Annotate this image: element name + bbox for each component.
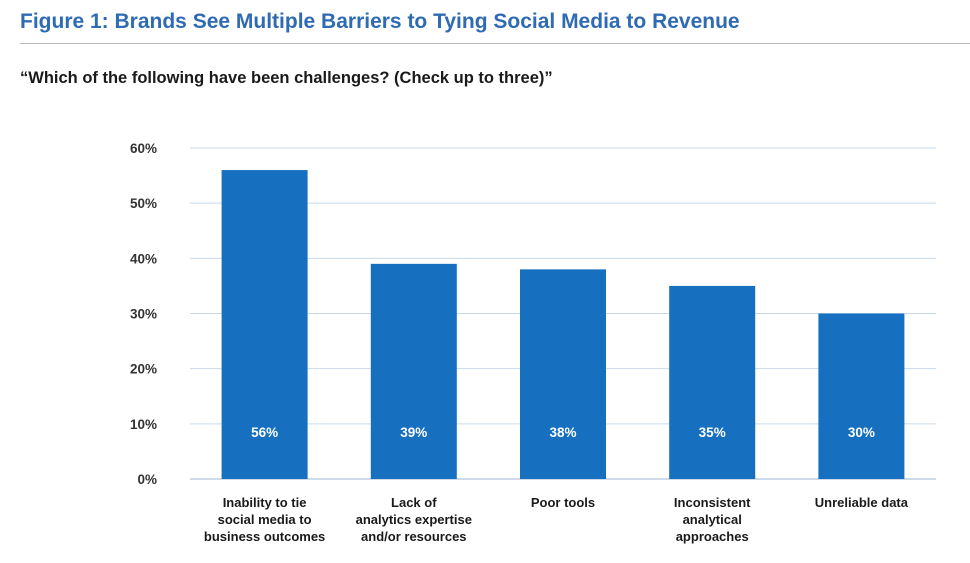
category-label-line: Lack of (391, 495, 437, 510)
y-tick-label: 60% (130, 141, 157, 156)
y-tick-label: 50% (130, 196, 157, 211)
category-label-line: Inconsistent (674, 495, 751, 510)
category-label-line: business outcomes (204, 529, 325, 544)
category-label-line: Inability to tie (223, 495, 307, 510)
category-label: Poor tools (531, 495, 595, 510)
bar (818, 313, 905, 479)
bar (370, 263, 457, 479)
bar (221, 170, 308, 480)
y-tick-label: 20% (130, 362, 157, 377)
bar (520, 269, 606, 479)
category-label: Lack of analytics expertise and/or resourc… (356, 495, 472, 544)
category-label-line: analytical (683, 512, 742, 527)
y-tick-label: 10% (130, 417, 157, 432)
title-divider (20, 43, 970, 44)
data-label: 39% (400, 425, 427, 440)
category-label-line: Poor tools (531, 495, 595, 510)
data-label: 38% (549, 425, 576, 440)
survey-question: “Which of the following have been challe… (20, 69, 553, 87)
figure-title: Figure 1: Brands See Multiple Barriers t… (20, 10, 740, 33)
category-label: Inability to tie social media to business … (204, 495, 325, 544)
data-label: 35% (699, 425, 726, 440)
category-label-line: Unreliable data (815, 495, 909, 510)
category-label-line: analytics expertise (356, 512, 472, 527)
category-label-line: social media to (218, 512, 312, 527)
y-tick-label: 0% (137, 472, 157, 487)
category-label-line: and/or resources (361, 529, 467, 544)
data-label: 56% (251, 425, 278, 440)
y-tick-label: 40% (130, 251, 157, 266)
category-label: Inconsistent analytical approaches (674, 495, 751, 544)
category-label-line: approaches (676, 529, 749, 544)
y-tick-label: 30% (130, 307, 157, 322)
bar (669, 285, 756, 479)
data-label: 30% (848, 425, 875, 440)
category-label: Unreliable data (815, 495, 909, 510)
